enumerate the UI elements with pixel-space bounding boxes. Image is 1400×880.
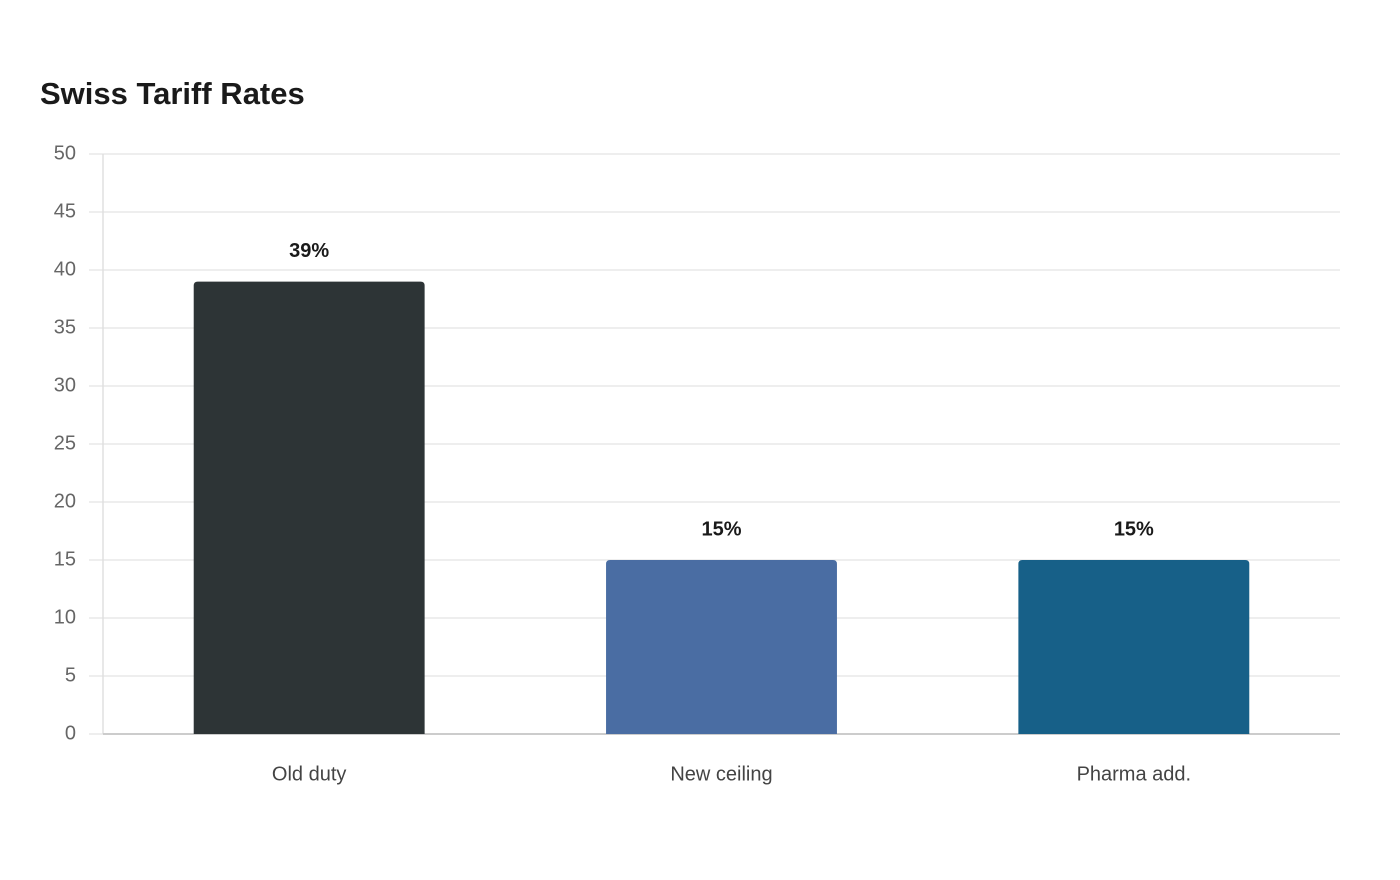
y-tick-label: 45 [54, 200, 76, 222]
y-tick-label: 15 [54, 548, 76, 570]
y-tick-label: 50 [54, 142, 76, 164]
y-tick-label: 5 [65, 664, 76, 686]
y-tick-label: 40 [54, 258, 76, 280]
y-tick-label: 35 [54, 316, 76, 338]
value-label: 39% [289, 240, 329, 262]
bar [606, 560, 837, 734]
bar [1018, 560, 1250, 734]
y-tick-label: 0 [65, 722, 76, 744]
bar [193, 281, 425, 734]
y-tick-label: 25 [54, 432, 76, 454]
chart-title: Swiss Tariff Rates [40, 76, 305, 111]
x-tick-label: Pharma add. [1077, 763, 1192, 785]
x-tick-label: Old duty [272, 763, 346, 785]
value-label: 15% [1114, 518, 1154, 540]
x-tick-label: New ceiling [670, 763, 772, 785]
y-tick-label: 30 [54, 374, 76, 396]
y-tick-label: 20 [54, 490, 76, 512]
y-tick-label: 10 [54, 606, 76, 628]
value-label: 15% [701, 518, 741, 540]
